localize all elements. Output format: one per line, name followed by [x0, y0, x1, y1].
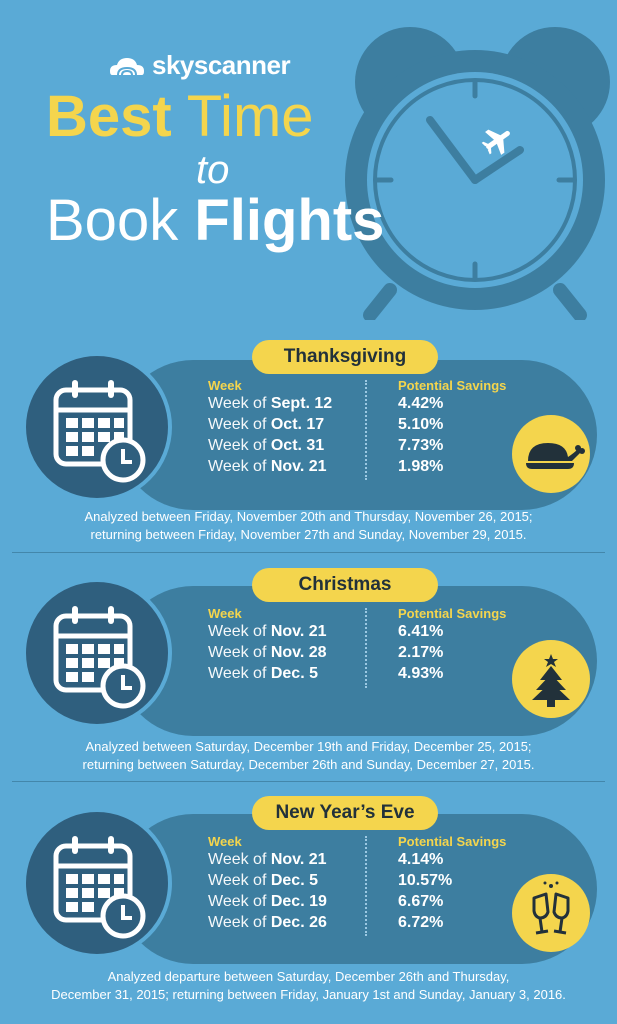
week-value: Dec. 5 — [270, 872, 318, 889]
savings-value: 10.57% — [398, 872, 453, 889]
savings-header: Potential Savings — [398, 378, 507, 393]
calendar-circle — [22, 808, 172, 958]
week-value: Nov. 21 — [270, 458, 327, 475]
week-value: Oct. 31 — [270, 437, 325, 454]
section-title: Thanksgiving — [252, 340, 438, 374]
brand-name: skyscanner — [152, 50, 291, 80]
champagne-badge — [512, 874, 590, 952]
analysis-note: Analyzed between Saturday, December 19th… — [82, 739, 535, 772]
cloud-sun-icon — [110, 57, 144, 75]
week-value: Sept. 12 — [270, 395, 333, 412]
table-row: Week of Dec. 26 6.72% — [208, 914, 444, 931]
tree-badge — [512, 640, 590, 718]
calendar-circle — [22, 352, 172, 502]
week-value: Dec. 26 — [270, 914, 327, 931]
calendar-clock-icon — [53, 836, 146, 939]
title-flights: Flights — [194, 188, 385, 253]
column-divider — [365, 836, 367, 936]
savings-value: 4.14% — [398, 851, 444, 868]
title-best: Best — [46, 84, 172, 149]
savings-value: 4.93% — [398, 665, 444, 682]
table-row: Week of Dec. 5 10.57% — [208, 872, 453, 889]
week-value: Nov. 21 — [270, 623, 327, 640]
savings-value: 6.67% — [398, 893, 444, 910]
section-divider — [12, 781, 605, 782]
table-row: Week of Nov. 28 2.17% — [208, 644, 444, 661]
section-new-years-eve: New Year’s Eve Week Potential Savings Wee… — [0, 796, 617, 1024]
savings-header: Potential Savings — [398, 834, 507, 849]
week-value: Dec. 5 — [270, 665, 318, 682]
title-to: to — [196, 148, 230, 192]
airplane-icon — [481, 129, 510, 155]
section-thanksgiving: Thanksgiving Week Potential Savings Week … — [0, 340, 617, 550]
week-header: Week — [208, 606, 242, 621]
table-row: Week of Nov. 21 4.14% — [208, 851, 444, 868]
turkey-icon — [526, 443, 585, 469]
table-row: Week of Dec. 5 4.93% — [208, 665, 444, 682]
section-band — [118, 814, 597, 964]
champagne-glasses-icon — [532, 881, 570, 935]
table-row: Week of Oct. 31 7.73% — [208, 437, 444, 454]
savings-value: 4.42% — [398, 395, 444, 412]
table-row: Week of Sept. 12 4.42% — [208, 395, 444, 412]
week-value: Oct. 17 — [270, 416, 325, 433]
savings-value: 7.73% — [398, 437, 444, 454]
skyscanner-logo: skyscanner — [108, 50, 291, 81]
turkey-badge — [512, 415, 590, 493]
alarm-clock-icon — [345, 27, 610, 320]
section-divider — [12, 552, 605, 553]
savings-value: 5.10% — [398, 416, 444, 433]
savings-value: 2.17% — [398, 644, 444, 661]
table-row: Week of Dec. 19 6.67% — [208, 893, 444, 910]
title-time: Time — [171, 84, 314, 149]
table-row: Week of Nov. 21 6.41% — [208, 623, 444, 640]
section-title: New Year’s Eve — [252, 796, 438, 830]
calendar-clock-icon — [53, 380, 146, 483]
analysis-note: Analyzed departure between Saturday, Dec… — [51, 969, 566, 1002]
section-title: Christmas — [252, 568, 438, 602]
savings-value: 1.98% — [398, 458, 444, 475]
analysis-note: Analyzed between Friday, November 20th a… — [84, 509, 533, 542]
calendar-clock-icon — [53, 606, 146, 709]
week-header: Week — [208, 378, 242, 393]
savings-value: 6.41% — [398, 623, 444, 640]
savings-header: Potential Savings — [398, 606, 507, 621]
week-value: Dec. 19 — [270, 893, 327, 910]
page-title: Best Time to Book Flights — [46, 88, 384, 250]
table-row: Week of Oct. 17 5.10% — [208, 416, 444, 433]
table-row: Week of Nov. 21 1.98% — [208, 458, 444, 475]
week-header: Week — [208, 834, 242, 849]
christmas-tree-icon — [532, 654, 570, 707]
savings-value: 6.72% — [398, 914, 444, 931]
week-value: Nov. 21 — [270, 851, 327, 868]
column-divider — [365, 380, 367, 480]
section-christmas: Christmas Week Potential Savings Week of … — [0, 568, 617, 778]
calendar-circle — [22, 578, 172, 728]
savings-table: Week Potential Savings Week of Sept. 12 4.… — [208, 378, 508, 477]
savings-table: Week Potential Savings Week of Nov. 21 4.1… — [208, 834, 508, 933]
savings-table: Week Potential Savings Week of Nov. 21 6.4… — [208, 606, 508, 684]
column-divider — [365, 608, 367, 688]
title-book: Book — [46, 188, 195, 253]
week-value: Nov. 28 — [270, 644, 327, 661]
